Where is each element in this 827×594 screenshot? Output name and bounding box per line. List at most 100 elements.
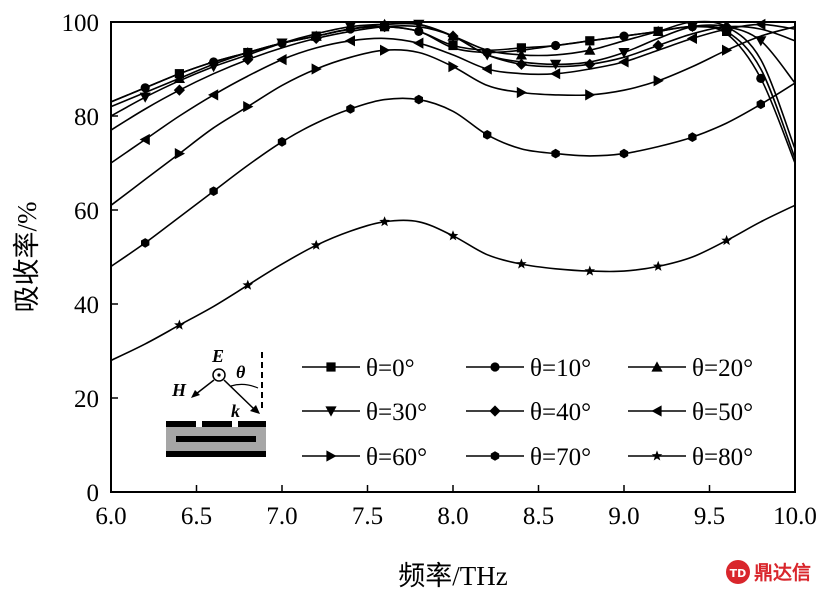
legend-item: θ=70° <box>466 444 591 471</box>
data-point <box>652 39 664 52</box>
data-point <box>515 58 527 70</box>
y-tick-label: 80 <box>74 104 99 131</box>
x-tick-label: 9.5 <box>694 503 725 530</box>
inset-label-h: H <box>171 380 187 400</box>
legend-marker <box>651 361 663 372</box>
watermark: TD 鼎达信 <box>726 560 811 584</box>
data-point <box>209 186 218 196</box>
layer-dielectric-side-1 <box>166 436 176 442</box>
structure-inset: E θ H k <box>166 346 266 457</box>
legend-marker <box>651 450 663 461</box>
data-point <box>139 92 151 103</box>
data-point <box>585 89 596 101</box>
layer-middle-metal <box>176 436 256 442</box>
layer-dielectric-1 <box>166 427 266 436</box>
data-point <box>686 32 697 45</box>
data-point <box>414 26 424 36</box>
data-point <box>276 38 288 49</box>
legend-marker <box>325 406 337 417</box>
data-point <box>722 44 733 56</box>
data-point <box>379 216 390 227</box>
axes: 6.0 6.5 7.0 7.5 8.0 8.5 9.0 9.5 10.0 0 20 40 60 80 100… <box>12 10 817 591</box>
data-point <box>551 148 560 159</box>
legend-marker <box>651 405 662 417</box>
data-point <box>310 239 322 250</box>
legend-item: θ=50° <box>628 399 753 426</box>
data-point <box>310 32 322 45</box>
data-point <box>515 49 527 60</box>
watermark-logo-icon <box>726 560 750 584</box>
layer-top-metal <box>166 421 266 427</box>
data-point <box>756 73 766 83</box>
series-group <box>110 18 796 164</box>
x-tick-label: 7.0 <box>266 503 297 530</box>
legend-marker <box>326 362 336 372</box>
data-point <box>276 54 287 66</box>
data-point <box>688 132 697 142</box>
data-point <box>551 40 561 51</box>
data-point <box>140 83 150 93</box>
data-point <box>652 25 664 36</box>
data-point <box>584 44 596 55</box>
data-point <box>141 238 150 248</box>
data-point <box>550 59 562 70</box>
data-point <box>139 133 150 146</box>
theta-arc <box>230 383 259 389</box>
legend-item: θ=0° <box>302 355 415 382</box>
data-point <box>619 31 629 41</box>
legend-label: θ=40° <box>530 399 591 426</box>
x-tick-label: 6.5 <box>181 503 212 530</box>
data-point <box>243 101 254 113</box>
layer-top-gap-2 <box>232 421 238 427</box>
inset-label-theta: θ <box>236 362 246 382</box>
y-tick-label: 100 <box>62 10 100 37</box>
data-point <box>448 61 459 73</box>
layer-ground <box>166 451 266 457</box>
data-point <box>755 36 767 47</box>
data-point <box>483 130 492 140</box>
series-layer <box>110 18 796 362</box>
data-point <box>619 148 629 159</box>
layer-dielectric-2 <box>166 442 266 451</box>
legend-item: θ=80° <box>628 444 753 471</box>
legend-item: θ=60° <box>302 444 427 471</box>
x-tick-label: 7.5 <box>352 503 383 530</box>
legend-item: θ=20° <box>628 355 753 382</box>
data-point <box>242 279 254 290</box>
data-point <box>618 47 630 59</box>
legend-marker <box>489 405 501 417</box>
series-line <box>110 82 796 268</box>
data-point <box>652 260 664 271</box>
layer-dielectric-side-2 <box>256 436 266 442</box>
data-point <box>618 56 629 68</box>
watermark-logo-glyph: TD <box>730 567 747 580</box>
inset-label-e: E <box>211 346 224 366</box>
legend-label: θ=70° <box>530 444 591 471</box>
data-point <box>447 30 459 42</box>
data-point <box>653 75 664 87</box>
x-tick-label: 8.0 <box>437 503 468 530</box>
legend-label: θ=60° <box>366 444 427 471</box>
data-point <box>379 21 391 33</box>
data-point <box>447 230 459 241</box>
data-point <box>344 35 355 47</box>
layer-top-gap-1 <box>196 421 202 427</box>
data-point <box>721 234 732 246</box>
series-line <box>110 25 796 206</box>
legend-marker <box>490 362 500 372</box>
data-point <box>414 94 423 105</box>
series-line <box>110 23 796 164</box>
y-tick-label: 40 <box>74 292 99 319</box>
data-point <box>208 89 219 101</box>
y-tick-label: 60 <box>74 198 99 225</box>
legend-label: θ=80° <box>692 444 753 471</box>
data-point <box>413 19 425 30</box>
legend-label: θ=10° <box>530 355 591 382</box>
y-tick-label: 20 <box>74 386 99 413</box>
data-point <box>344 22 356 33</box>
series-group <box>110 204 796 362</box>
legend-label: θ=50° <box>692 399 753 426</box>
x-tick-label: 10.0 <box>773 503 817 530</box>
